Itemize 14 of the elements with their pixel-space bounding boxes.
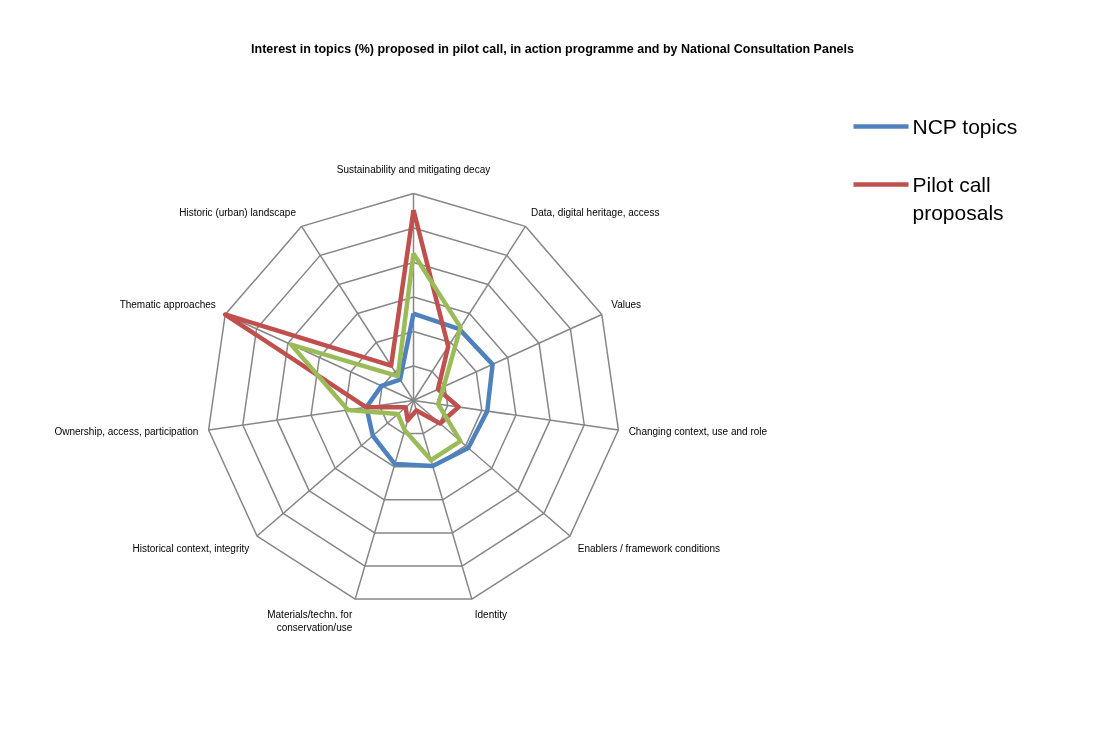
spoke-label: Historic (urban) landscape [179,206,297,218]
spoke-label: Identity [474,609,507,621]
spoke-label: Ownership, access, participation [54,425,199,437]
spoke-label: Values [611,299,642,311]
legend-label: NCP topics [912,114,1018,138]
spoke-label: Historical context, integrity [132,542,250,554]
spoke-label: Changing context, use and role [628,425,768,437]
spoke-label: Thematic approaches [119,299,216,311]
spoke-label: Materials/techn. for conservation/use [267,609,353,634]
spoke-label: Data, digital heritage, access [531,206,660,218]
spoke-label: Sustainability and mitigating decay [336,164,491,176]
legend-label: Pilot call proposals [912,172,1004,225]
spoke-label: Enablers / framework conditions [577,542,721,554]
chart-title: Interest in topics (%) proposed in pilot call, in action programme and by National Consultation Panels [251,41,854,56]
